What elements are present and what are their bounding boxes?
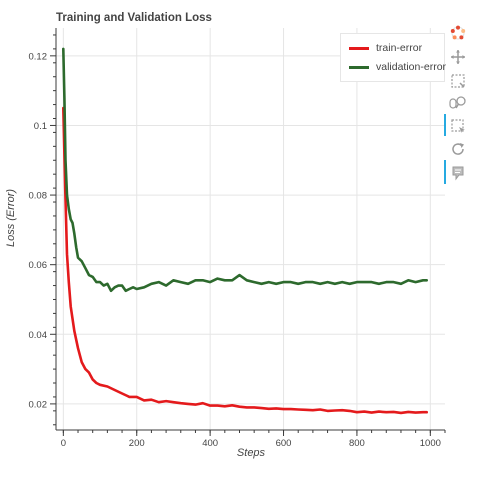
series-line-validation-error [61, 47, 429, 293]
x-tick-label: 200 [129, 438, 145, 449]
series-layer [61, 47, 429, 415]
x-tick-label: 800 [349, 438, 365, 449]
bokeh-logo-icon[interactable] [447, 22, 469, 44]
y-tick-label: 0.1 [34, 121, 47, 132]
reset-icon[interactable] [447, 138, 469, 160]
box-zoom-icon[interactable] [447, 70, 469, 92]
legend-label-train-error: train-error [376, 42, 423, 54]
pan-icon[interactable] [447, 46, 469, 68]
x-axis-label: Steps [237, 447, 266, 459]
y-tick-label: 0.02 [29, 399, 48, 410]
y-tick-label: 0.08 [29, 191, 48, 202]
grid-layer [56, 28, 445, 430]
y-tick-label: 0.12 [29, 51, 48, 62]
axes-layer: 0 200 400 600 800 1000 0.02 0.04 0.06 0.08 0.1 0.12 [29, 28, 446, 449]
x-tick-label: 0 [61, 438, 66, 449]
x-tick-label: 400 [202, 438, 218, 449]
hover-icon[interactable] [447, 162, 469, 184]
box-select-icon[interactable] [447, 115, 469, 137]
legend-item-train-error[interactable]: train-error [349, 40, 422, 56]
legend-swatch-train-error [349, 46, 369, 50]
legend: train-error validation-error [340, 33, 446, 82]
legend-item-validation-error[interactable]: validation-error [349, 59, 446, 75]
x-tick-label: 600 [276, 438, 292, 449]
toolbar-active-indicator [444, 114, 446, 136]
legend-label-validation-error: validation-error [376, 61, 447, 73]
y-axis-label: Loss (Error) [5, 189, 17, 247]
toolbar-active-indicator-hover [444, 160, 446, 184]
y-tick-label: 0.06 [29, 260, 48, 271]
chart-title: Training and Validation Loss [56, 12, 212, 24]
y-tick-label: 0.04 [29, 330, 48, 341]
legend-swatch-validation-error [349, 65, 369, 69]
wheel-zoom-icon[interactable] [447, 92, 469, 114]
x-tick-label: 1000 [420, 438, 441, 449]
series-line-train-error [61, 106, 429, 415]
